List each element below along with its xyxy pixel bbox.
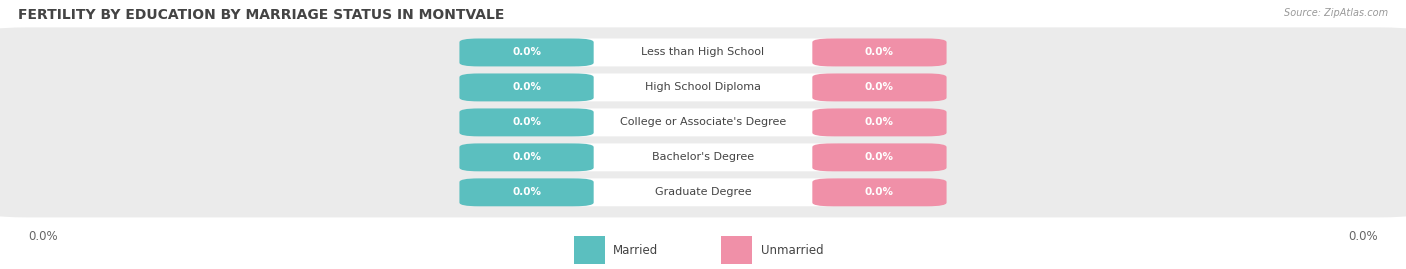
Text: 0.0%: 0.0% <box>1348 230 1378 243</box>
Text: 0.0%: 0.0% <box>512 82 541 93</box>
FancyBboxPatch shape <box>574 236 605 264</box>
Text: Less than High School: Less than High School <box>641 47 765 58</box>
FancyBboxPatch shape <box>0 132 1406 182</box>
FancyBboxPatch shape <box>561 38 845 66</box>
FancyBboxPatch shape <box>561 108 845 136</box>
FancyBboxPatch shape <box>813 73 946 101</box>
FancyBboxPatch shape <box>813 38 946 66</box>
FancyBboxPatch shape <box>0 27 1406 77</box>
FancyBboxPatch shape <box>561 143 845 171</box>
Text: College or Associate's Degree: College or Associate's Degree <box>620 117 786 128</box>
Text: 0.0%: 0.0% <box>512 152 541 162</box>
FancyBboxPatch shape <box>0 97 1406 147</box>
Text: Bachelor's Degree: Bachelor's Degree <box>652 152 754 162</box>
Text: Graduate Degree: Graduate Degree <box>655 187 751 197</box>
Text: High School Diploma: High School Diploma <box>645 82 761 93</box>
Text: FERTILITY BY EDUCATION BY MARRIAGE STATUS IN MONTVALE: FERTILITY BY EDUCATION BY MARRIAGE STATU… <box>18 8 505 22</box>
FancyBboxPatch shape <box>460 73 593 101</box>
FancyBboxPatch shape <box>561 178 845 206</box>
FancyBboxPatch shape <box>460 178 593 206</box>
Text: Source: ZipAtlas.com: Source: ZipAtlas.com <box>1284 8 1388 18</box>
Text: 0.0%: 0.0% <box>865 152 894 162</box>
FancyBboxPatch shape <box>561 73 845 101</box>
FancyBboxPatch shape <box>460 38 593 66</box>
FancyBboxPatch shape <box>0 167 1406 217</box>
Text: 0.0%: 0.0% <box>865 187 894 197</box>
Text: 0.0%: 0.0% <box>865 117 894 128</box>
Text: 0.0%: 0.0% <box>865 82 894 93</box>
FancyBboxPatch shape <box>460 143 593 171</box>
Text: 0.0%: 0.0% <box>512 187 541 197</box>
Text: Married: Married <box>613 244 658 257</box>
Text: 0.0%: 0.0% <box>28 230 58 243</box>
FancyBboxPatch shape <box>813 178 946 206</box>
FancyBboxPatch shape <box>0 62 1406 112</box>
FancyBboxPatch shape <box>813 108 946 136</box>
FancyBboxPatch shape <box>813 143 946 171</box>
Text: 0.0%: 0.0% <box>865 47 894 58</box>
Text: Unmarried: Unmarried <box>761 244 824 257</box>
Text: 0.0%: 0.0% <box>512 47 541 58</box>
FancyBboxPatch shape <box>460 108 593 136</box>
FancyBboxPatch shape <box>721 236 752 264</box>
Text: 0.0%: 0.0% <box>512 117 541 128</box>
